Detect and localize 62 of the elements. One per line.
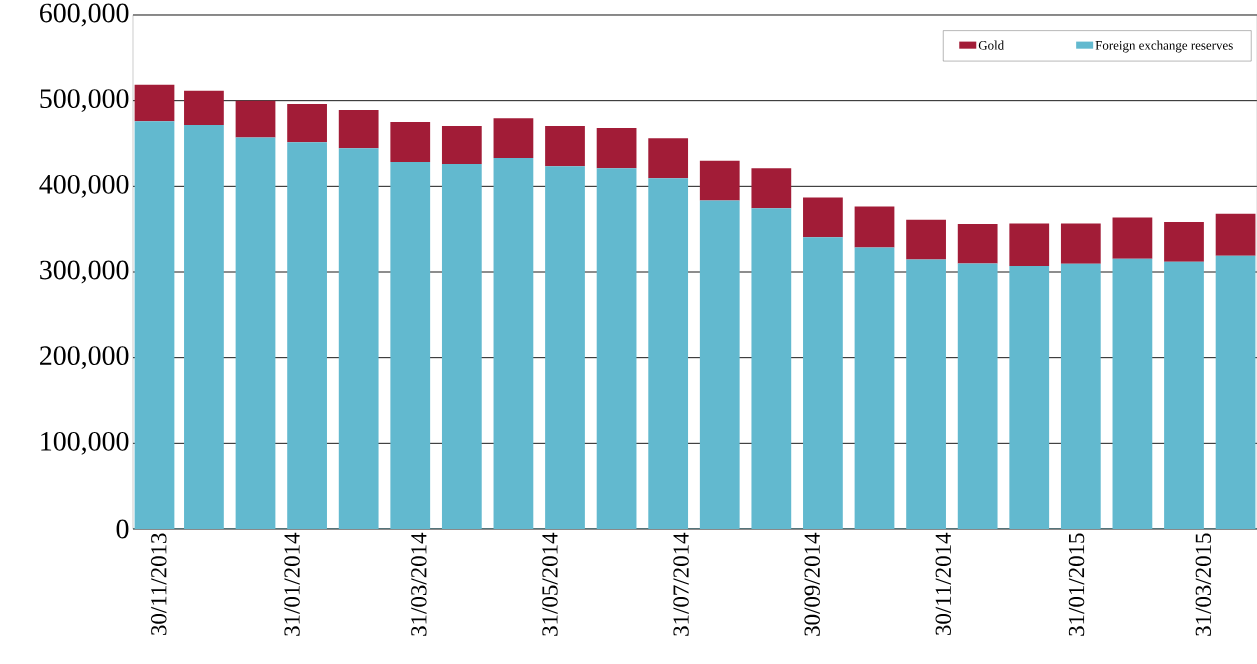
bar — [1164, 261, 1204, 529]
bar — [134, 121, 175, 529]
bar — [648, 178, 689, 529]
bar — [338, 148, 379, 529]
bar — [235, 100, 276, 138]
bar — [287, 142, 327, 529]
x-tick-label: 31/07/2014 — [673, 532, 689, 636]
x-tick-label: 31/01/2014 — [284, 532, 300, 636]
bar — [906, 219, 946, 260]
legend-label: Foreign exchange reserves — [1095, 40, 1233, 53]
bar — [957, 263, 998, 529]
x-tick-label: 31/03/2015 — [1195, 533, 1212, 636]
bar — [390, 161, 431, 529]
x-tick-label: 31/03/2014 — [411, 532, 427, 636]
bar — [390, 122, 431, 162]
x-tick-label: 30/11/2013 — [151, 533, 167, 635]
bar — [545, 166, 585, 529]
bar — [235, 137, 276, 529]
bar — [957, 224, 998, 264]
bar — [751, 168, 792, 209]
y-tick-label: 400,000 — [39, 174, 129, 198]
x-tick-label: 30/09/2014 — [804, 532, 820, 636]
bar — [596, 168, 637, 529]
bar — [1215, 255, 1256, 529]
bar — [803, 237, 843, 529]
y-tick-label: 200,000 — [40, 346, 129, 370]
y-tick-label: 500,000 — [40, 89, 129, 113]
x-tick-label: 31/05/2014 — [542, 532, 558, 636]
bar — [906, 259, 946, 529]
bar — [493, 118, 534, 159]
bar — [648, 138, 689, 179]
bar — [287, 104, 327, 143]
bar — [184, 90, 224, 126]
x-tick-label: 31/01/2015 — [1068, 533, 1085, 636]
bar — [441, 125, 482, 165]
bar — [1060, 263, 1101, 529]
bar — [803, 197, 843, 238]
bar — [1060, 223, 1101, 264]
bar — [338, 110, 379, 149]
bar — [441, 164, 482, 529]
bar — [1164, 221, 1204, 262]
bar — [545, 125, 585, 167]
bar — [493, 158, 534, 529]
bar — [184, 125, 224, 529]
bar — [1215, 213, 1256, 256]
legend-label: Gold — [978, 40, 1004, 50]
bar — [751, 208, 792, 529]
bar — [134, 84, 175, 122]
bar — [854, 206, 895, 248]
y-tick-label: 0 — [116, 519, 129, 539]
bar — [1112, 258, 1153, 529]
bar — [1009, 223, 1050, 266]
bar — [699, 200, 740, 529]
x-tick-label: 30/11/2014 — [935, 532, 951, 635]
bar — [1009, 266, 1050, 529]
bar — [1112, 217, 1153, 259]
y-tick-label: 300,000 — [40, 260, 129, 284]
y-tick-label: 100,000 — [41, 431, 129, 455]
y-tick-label: 600,000 — [40, 3, 129, 27]
bar — [699, 160, 740, 201]
bar — [596, 128, 637, 169]
bar — [854, 247, 895, 529]
